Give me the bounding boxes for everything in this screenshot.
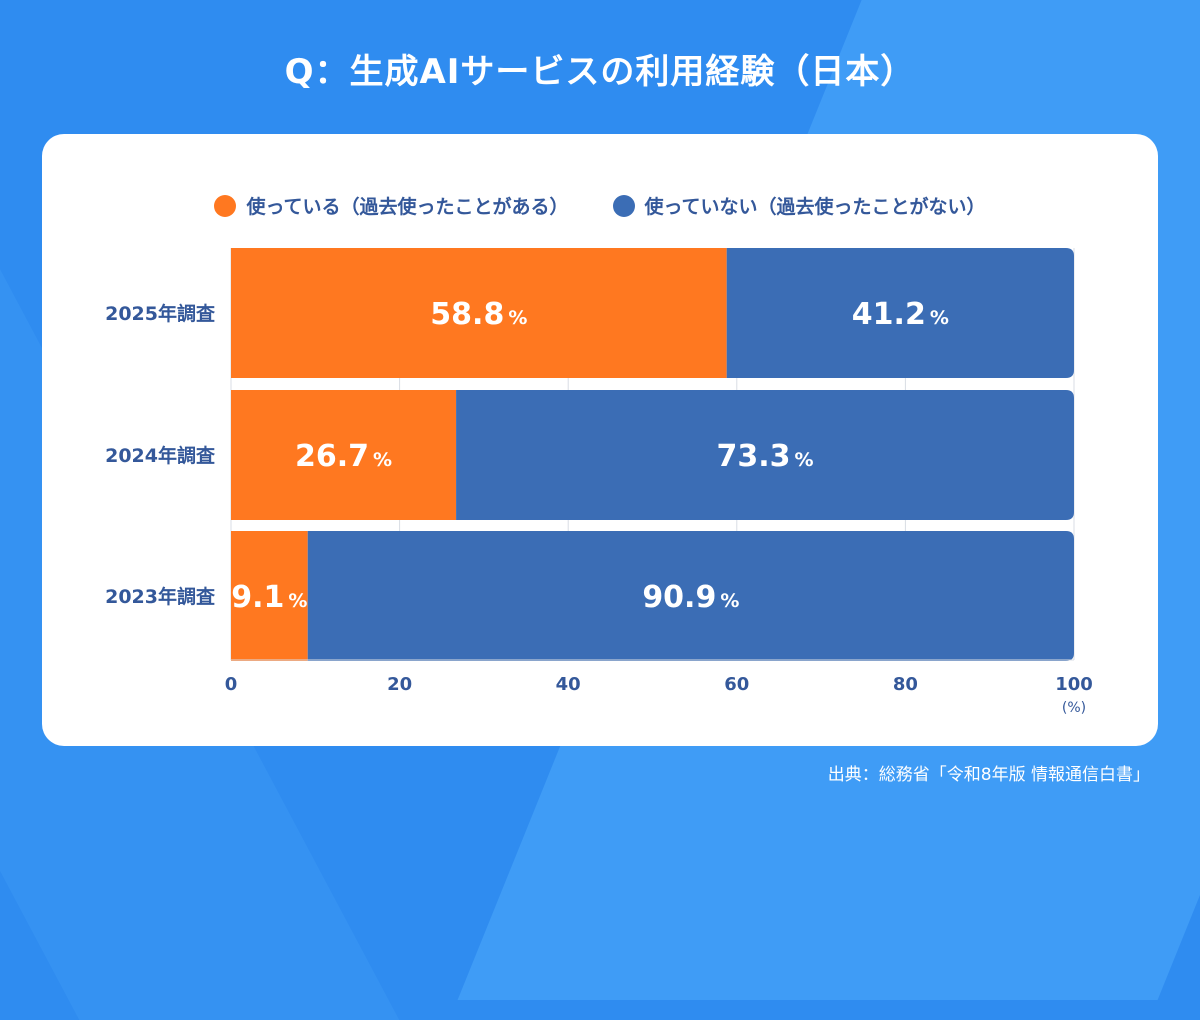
x-tick-label: 0 [225,674,238,695]
bar-segment [231,248,727,378]
legend-swatch-used [214,194,237,217]
source-note: 出典：総務省「令和8年版 情報通信白書」 [827,765,1150,785]
category-label: 2025年調査 [105,302,216,325]
bar-segment [307,531,1074,661]
x-axis-unit: (%) [1062,700,1086,716]
data-label: 41.2% [852,297,949,332]
data-label: 90.9% [642,580,739,615]
x-tick-label: 40 [556,674,581,695]
data-label: 9.1% [231,580,307,615]
x-tick-label: 80 [893,674,918,695]
x-tick-label: 100 [1055,674,1093,695]
bar-segment [456,390,1074,520]
x-tick-label: 20 [387,674,412,695]
category-label: 2024年調査 [105,444,216,467]
chart-title: Q：生成AIサービスの利用経験（日本） [284,52,916,92]
legend-item-used: 使っている（過去使ったことがある） [214,192,569,219]
legend-item-not-used: 使っていない（過去使ったことがない） [612,192,986,219]
legend-swatch-not-used [612,194,635,217]
stacked-bar-chart: 58.8% 41.2 % 2025年調査 26.7% 73.3 % 2024年調査 9.1% 90… [105,248,1093,716]
x-tick-label: 60 [724,674,749,695]
category-label: 2023年調査 [105,585,216,608]
data-label: 73.3% [717,439,814,474]
data-label: 58.8% [430,297,527,332]
legend-label-used: 使っている（過去使ったことがある） [246,196,569,218]
bar-segment [231,390,457,520]
bar-segment [726,248,1074,378]
bar-segment [231,531,308,661]
data-label: 26.7% [295,439,392,474]
legend-label-not-used: 使っていない（過去使ったことがない） [644,196,986,218]
legend: 使っている（過去使ったことがある） 使っていない（過去使ったことがない） [0,192,1200,219]
